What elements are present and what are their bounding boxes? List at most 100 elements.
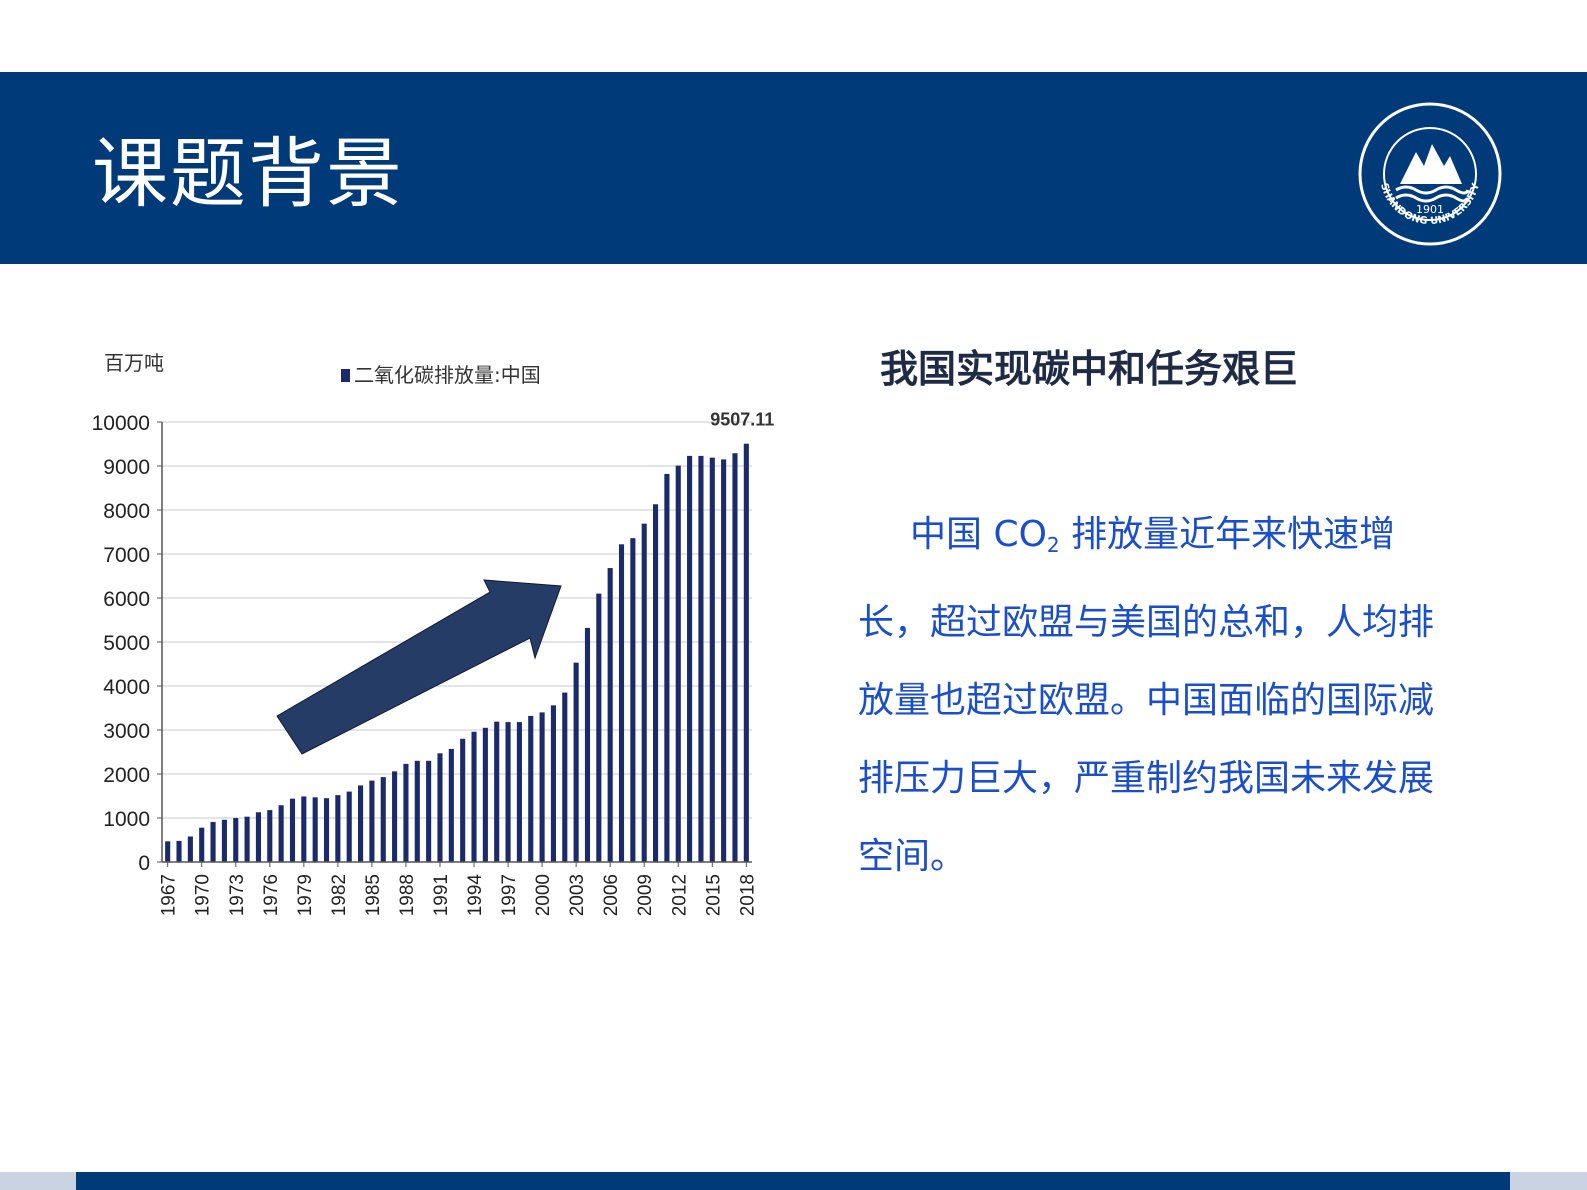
emissions-chart-svg: 百万吨 二氧化碳排放量:中国 0 1000 2000 3000 4000 5000 6000… bbox=[92, 351, 775, 917]
y-tick-label: 4000 bbox=[103, 676, 150, 699]
peak-value-label: 9507.11 bbox=[710, 410, 774, 430]
co2-subscript: 2 bbox=[1046, 533, 1060, 557]
university-seal-icon: 1901 SHANDONG UNIVERSITY bbox=[1358, 102, 1502, 246]
bar-1995 bbox=[482, 727, 488, 862]
footer-bar-left bbox=[0, 1172, 76, 1190]
bar-1990 bbox=[426, 760, 432, 862]
footer-bar bbox=[76, 1172, 1510, 1190]
bar-1974 bbox=[244, 816, 250, 862]
x-tick-label: 2012 bbox=[669, 874, 690, 916]
y-unit-label: 百万吨 bbox=[104, 351, 164, 375]
legend-swatch bbox=[341, 369, 350, 382]
bar-2014 bbox=[698, 455, 704, 862]
paragraph-lead: 中国 CO bbox=[910, 514, 1047, 555]
y-tick-label: 3000 bbox=[103, 720, 150, 743]
x-tick-label: 2018 bbox=[737, 874, 758, 916]
x-tick-label: 1991 bbox=[431, 874, 452, 916]
x-tick-label: 1982 bbox=[329, 874, 350, 916]
y-tick-label: 1000 bbox=[103, 808, 150, 831]
bar-2018 bbox=[743, 443, 749, 862]
footer-bar-right bbox=[1510, 1172, 1587, 1190]
growth-arrow-icon bbox=[276, 579, 562, 755]
bar-1993 bbox=[460, 738, 466, 862]
bar-1984 bbox=[358, 785, 364, 862]
bar-1973 bbox=[233, 818, 239, 862]
bar-1994 bbox=[471, 731, 477, 862]
bar-2009 bbox=[641, 523, 647, 862]
bar-1976 bbox=[267, 810, 273, 862]
section-subheading: 我国实现碳中和任务艰巨 bbox=[880, 347, 1299, 391]
x-tick-label: 1997 bbox=[499, 874, 520, 916]
bar-2016 bbox=[721, 459, 727, 862]
bar-1967 bbox=[165, 841, 171, 862]
bar-1999 bbox=[528, 715, 534, 862]
x-tick-label: 2009 bbox=[635, 874, 656, 916]
legend-label: 二氧化碳排放量:中国 bbox=[354, 363, 541, 387]
bar-2002 bbox=[562, 692, 568, 862]
bar-1970 bbox=[199, 827, 205, 862]
bar-1987 bbox=[392, 771, 398, 862]
bar-2005 bbox=[596, 593, 602, 862]
y-tick-label: 10000 bbox=[92, 412, 150, 435]
university-logo: 1901 SHANDONG UNIVERSITY bbox=[1356, 100, 1504, 248]
x-tick-label: 2003 bbox=[567, 874, 588, 916]
y-tick-label: 9000 bbox=[103, 456, 150, 479]
bar-1968 bbox=[176, 840, 182, 862]
x-tick-label: 1994 bbox=[465, 874, 486, 917]
x-tick-label: 1973 bbox=[227, 874, 248, 916]
x-tick-label: 1970 bbox=[193, 874, 214, 916]
y-tick-label: 7000 bbox=[103, 544, 150, 567]
bar-2015 bbox=[709, 457, 715, 862]
emissions-chart: 百万吨 二氧化碳排放量:中国 0 1000 2000 3000 4000 5000 6000… bbox=[80, 340, 800, 980]
bar-2001 bbox=[550, 705, 556, 862]
x-tick-label: 2000 bbox=[533, 874, 554, 916]
bar-2013 bbox=[687, 455, 693, 862]
y-tick-label: 8000 bbox=[103, 500, 150, 523]
x-tick-label: 1967 bbox=[159, 874, 180, 916]
bar-1979 bbox=[301, 796, 307, 862]
x-tick-label: 2006 bbox=[601, 874, 622, 916]
bar-2000 bbox=[539, 712, 545, 862]
x-tick-label: 2015 bbox=[703, 874, 724, 916]
x-tick-label: 1985 bbox=[363, 874, 384, 916]
y-tick-label: 2000 bbox=[103, 764, 150, 787]
bar-1998 bbox=[516, 722, 522, 862]
bar-1978 bbox=[289, 798, 296, 862]
bar-1972 bbox=[221, 819, 227, 862]
bar-1991 bbox=[437, 753, 443, 862]
bar-1986 bbox=[380, 777, 386, 862]
bar-1975 bbox=[255, 812, 261, 862]
bar-1982 bbox=[335, 795, 341, 862]
seal-year: 1901 bbox=[1416, 203, 1444, 216]
x-tick-label: 1976 bbox=[261, 874, 282, 916]
bar-1989 bbox=[414, 760, 420, 862]
bar-1977 bbox=[278, 805, 284, 862]
bar-2007 bbox=[618, 544, 625, 862]
bar-2012 bbox=[675, 465, 681, 862]
bar-1983 bbox=[346, 791, 352, 862]
bar-2010 bbox=[653, 504, 659, 862]
bar-1971 bbox=[210, 821, 216, 862]
bar-2017 bbox=[732, 453, 738, 862]
bar-1985 bbox=[369, 780, 375, 862]
bar-1981 bbox=[323, 798, 330, 862]
bar-1980 bbox=[312, 797, 318, 862]
bar-1996 bbox=[494, 721, 500, 862]
y-tick-label: 0 bbox=[138, 852, 150, 875]
bar-2011 bbox=[664, 473, 670, 862]
x-tick-label: 1988 bbox=[397, 874, 418, 916]
paragraph-rest: 排放量近年来快速增长，超过欧盟与美国的总和，人均排放量也超过欧盟。中国面临的国际… bbox=[858, 514, 1435, 877]
page-title: 课题背景 bbox=[92, 129, 404, 218]
bar-2003 bbox=[573, 662, 579, 862]
bar-2004 bbox=[584, 627, 591, 862]
body-paragraph: 中国 CO2 排放量近年来快速增长，超过欧盟与美国的总和，人均排放量也超过欧盟。… bbox=[858, 496, 1448, 896]
bar-1992 bbox=[448, 748, 454, 862]
bar-1997 bbox=[505, 722, 511, 862]
bar-2006 bbox=[607, 568, 613, 862]
bar-1969 bbox=[187, 836, 193, 862]
bar-2008 bbox=[630, 538, 636, 862]
x-tick-label: 1979 bbox=[295, 874, 316, 916]
bar-1988 bbox=[403, 763, 409, 862]
title-banner bbox=[0, 72, 1587, 264]
y-tick-label: 5000 bbox=[103, 632, 150, 655]
